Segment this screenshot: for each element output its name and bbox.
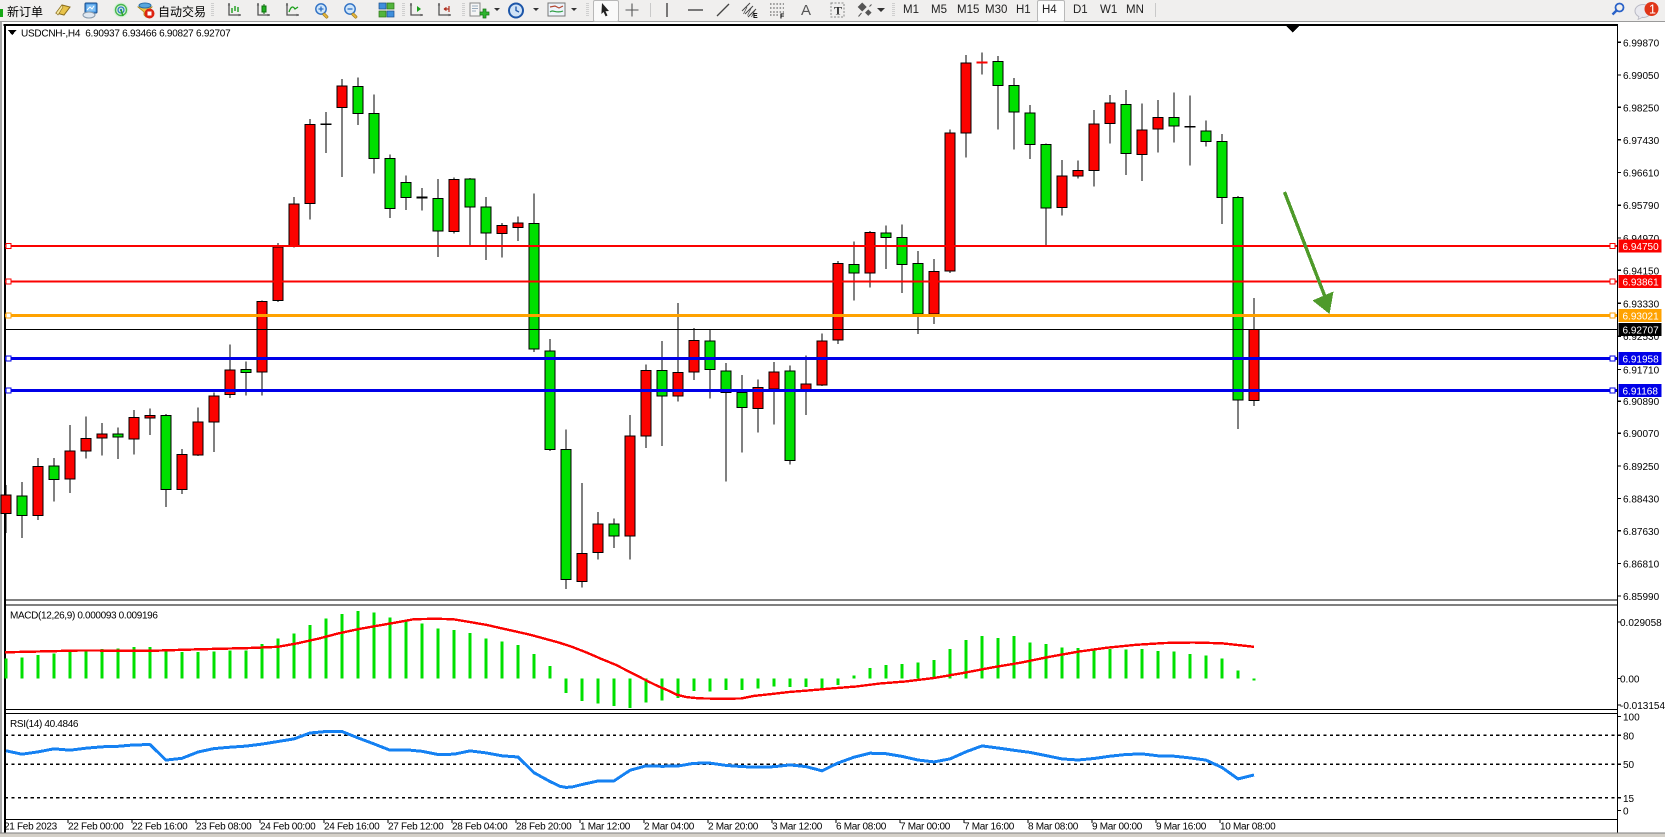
svg-text:F: F (780, 14, 785, 20)
svg-text:2 Mar 04:00: 2 Mar 04:00 (644, 822, 695, 833)
svg-text:24 Feb 16:00: 24 Feb 16:00 (324, 822, 380, 833)
svg-text:10 Mar 08:00: 10 Mar 08:00 (1220, 822, 1276, 833)
svg-text:7 Mar 00:00: 7 Mar 00:00 (900, 822, 951, 833)
svg-text:-0.013154: -0.013154 (1620, 701, 1665, 712)
svg-text:6.91168: 6.91168 (1623, 387, 1659, 398)
svg-text:6.98250: 6.98250 (1623, 103, 1660, 114)
svg-text:23 Feb 08:00: 23 Feb 08:00 (196, 822, 252, 833)
svg-text:6.86810: 6.86810 (1623, 559, 1660, 570)
svg-text:1 Mar 12:00: 1 Mar 12:00 (580, 822, 631, 833)
svg-text:7 Mar 16:00: 7 Mar 16:00 (964, 822, 1015, 833)
svg-text:9 Mar 16:00: 9 Mar 16:00 (1156, 822, 1207, 833)
svg-text:6.93021: 6.93021 (1623, 312, 1660, 323)
svg-text:1: 1 (1649, 3, 1656, 17)
svg-text:6.95790: 6.95790 (1623, 201, 1660, 212)
svg-text:6.91710: 6.91710 (1623, 365, 1660, 376)
svg-text:6 Mar 08:00: 6 Mar 08:00 (836, 822, 887, 833)
svg-text:6.87630: 6.87630 (1623, 527, 1660, 538)
svg-text:6.91958: 6.91958 (1623, 355, 1660, 366)
svg-text:3 Mar 12:00: 3 Mar 12:00 (772, 822, 823, 833)
svg-text:6.90890: 6.90890 (1623, 397, 1660, 408)
svg-text:6.93330: 6.93330 (1623, 299, 1660, 310)
svg-text:USDCNH-,H4 6.90937 6.93466 6.: USDCNH-,H4 6.90937 6.93466 6.90827 6.927… (21, 29, 231, 40)
svg-text:100: 100 (1623, 713, 1640, 724)
svg-text:15: 15 (1623, 794, 1635, 805)
svg-text:0: 0 (1623, 807, 1629, 818)
svg-text:21 Feb 2023: 21 Feb 2023 (4, 822, 58, 833)
svg-text:MACD(12,26,9) 0.000093 0.00919: MACD(12,26,9) 0.000093 0.009196 (10, 611, 158, 622)
svg-text:27 Feb 12:00: 27 Feb 12:00 (388, 822, 444, 833)
svg-text:T: T (834, 4, 842, 18)
svg-text:6.85990: 6.85990 (1623, 592, 1660, 603)
svg-text:6.94150: 6.94150 (1623, 266, 1660, 277)
svg-text:22 Feb 00:00: 22 Feb 00:00 (68, 822, 124, 833)
svg-text:6.89250: 6.89250 (1623, 462, 1660, 473)
svg-text:6.92530: 6.92530 (1623, 332, 1660, 343)
svg-text:2 Mar 20:00: 2 Mar 20:00 (708, 822, 759, 833)
svg-text:50: 50 (1623, 760, 1635, 771)
svg-text:6.97430: 6.97430 (1623, 136, 1660, 147)
svg-text:6.99050: 6.99050 (1623, 71, 1660, 82)
svg-text:9 Mar 00:00: 9 Mar 00:00 (1092, 822, 1143, 833)
svg-text:6.99870: 6.99870 (1623, 38, 1660, 49)
svg-text:RSI(14) 40.4846: RSI(14) 40.4846 (10, 719, 79, 730)
svg-text:6.92707: 6.92707 (1623, 326, 1660, 337)
svg-text:6.90070: 6.90070 (1623, 429, 1660, 440)
svg-text:6.88430: 6.88430 (1623, 495, 1660, 506)
svg-text:E: E (753, 13, 758, 19)
svg-text:0.00: 0.00 (1620, 675, 1640, 686)
svg-text:0.029058: 0.029058 (1620, 618, 1662, 629)
svg-text:6.94750: 6.94750 (1623, 242, 1660, 253)
svg-text:6.93861: 6.93861 (1623, 278, 1660, 289)
svg-text:28 Feb 04:00: 28 Feb 04:00 (452, 822, 508, 833)
svg-text:6.94970: 6.94970 (1623, 234, 1660, 245)
svg-text:22 Feb 16:00: 22 Feb 16:00 (132, 822, 188, 833)
svg-text:24 Feb 00:00: 24 Feb 00:00 (260, 822, 316, 833)
svg-text:80: 80 (1623, 731, 1635, 742)
svg-text:6.96610: 6.96610 (1623, 169, 1660, 180)
svg-text:8 Mar 08:00: 8 Mar 08:00 (1028, 822, 1079, 833)
svg-text:28 Feb 20:00: 28 Feb 20:00 (516, 822, 572, 833)
